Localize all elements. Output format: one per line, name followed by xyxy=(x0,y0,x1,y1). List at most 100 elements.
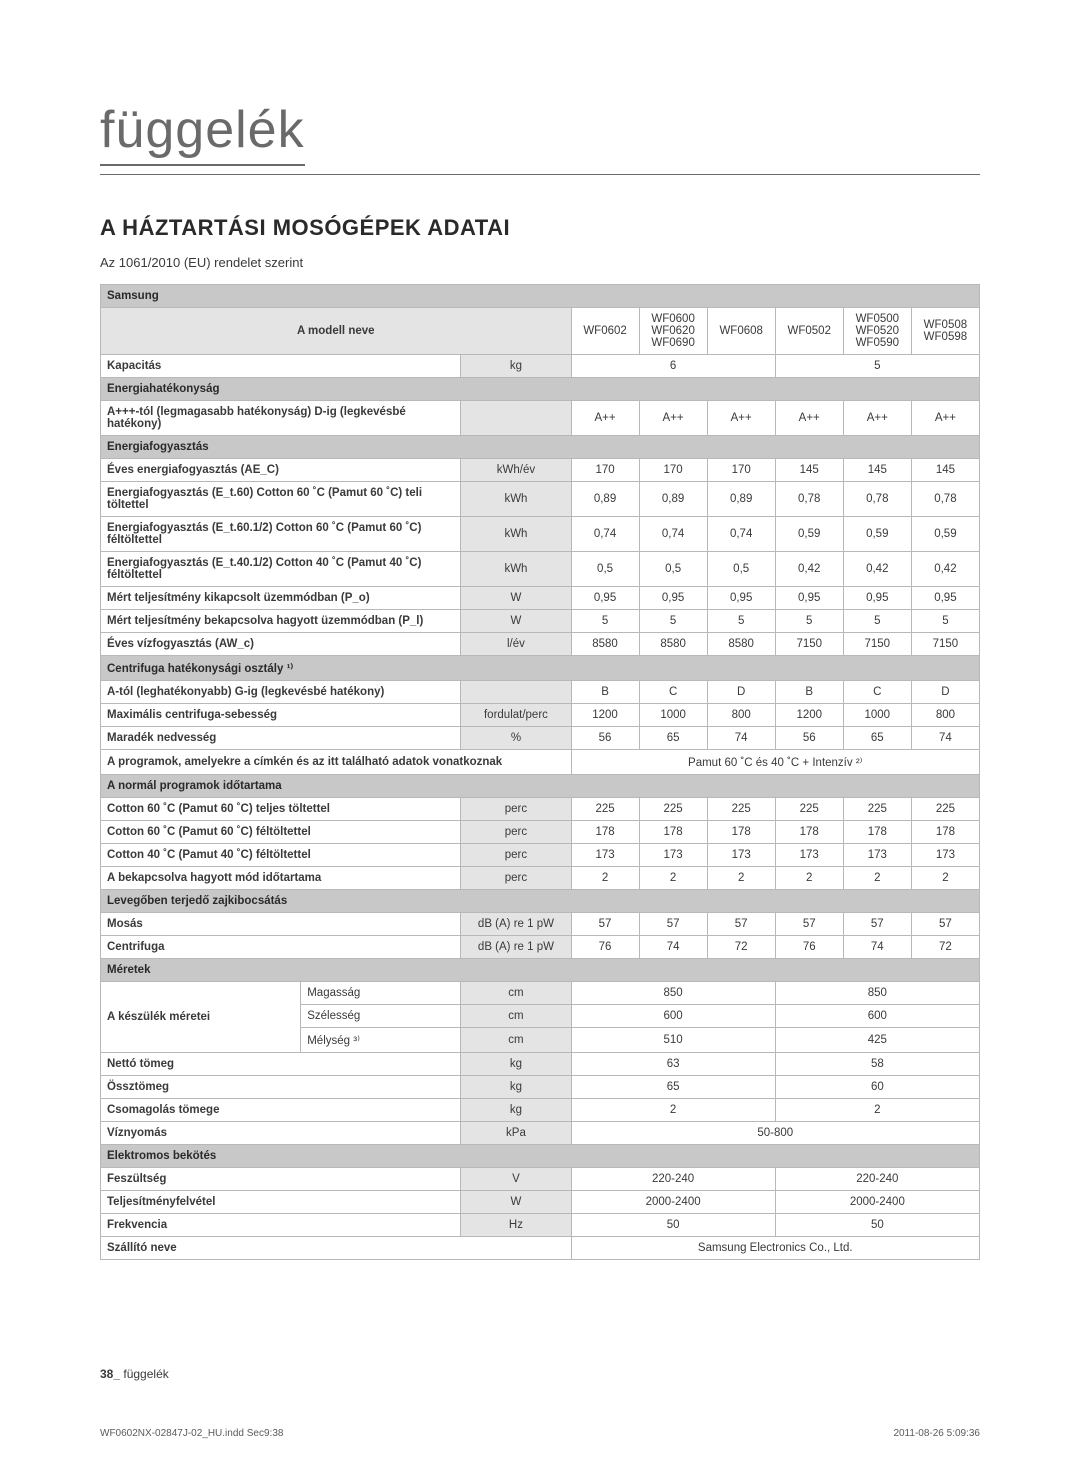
row-label: A-tól (leghatékonyabb) G-ig (legkevésbé … xyxy=(101,681,461,704)
row-label: Össztömeg xyxy=(101,1076,461,1099)
value-cell: 5 xyxy=(707,610,775,633)
table-row: FeszültségV220-240220-240 xyxy=(101,1168,980,1191)
value-cell: D xyxy=(911,681,979,704)
value-cell: 2 xyxy=(571,1099,775,1122)
spec-table: SamsungA modell neveWF0602WF0600WF0620WF… xyxy=(100,284,980,1260)
row-label: Szállító neve xyxy=(101,1237,572,1260)
row-label: Kapacitás xyxy=(101,355,461,378)
model-label: A modell neve xyxy=(101,308,572,355)
title-rule xyxy=(100,174,980,175)
row-label: Víznyomás xyxy=(101,1122,461,1145)
value-cell: 57 xyxy=(639,913,707,936)
row-label: Energiafogyasztás (E_t.60.1/2) Cotton 60… xyxy=(101,517,461,552)
row-label: Mért teljesítmény kikapcsolt üzemmódban … xyxy=(101,587,461,610)
value-cell: 7150 xyxy=(843,633,911,656)
value-cell: 145 xyxy=(911,459,979,482)
table-row: Centrifuga hatékonysági osztály ¹⁾ xyxy=(101,656,980,681)
dim-sub: Magasság xyxy=(301,982,461,1005)
value-cell: 170 xyxy=(707,459,775,482)
value-cell: 8580 xyxy=(571,633,639,656)
value-cell: 600 xyxy=(775,1005,979,1028)
value-cell: 76 xyxy=(571,936,639,959)
value-cell: 2 xyxy=(775,1099,979,1122)
value-cell: 50 xyxy=(571,1214,775,1237)
value-cell: 8580 xyxy=(639,633,707,656)
row-label: Centrifuga xyxy=(101,936,461,959)
value-cell: 178 xyxy=(707,821,775,844)
row-label: Maradék nedvesség xyxy=(101,727,461,750)
value-cell: 2000-2400 xyxy=(775,1191,979,1214)
value-cell: 225 xyxy=(707,798,775,821)
unit-cell: perc xyxy=(461,821,571,844)
unit-cell: cm xyxy=(461,1005,571,1028)
value-cell: 0,5 xyxy=(707,552,775,587)
value-cell: 5 xyxy=(639,610,707,633)
value-cell: 0,5 xyxy=(639,552,707,587)
value-cell: 225 xyxy=(571,798,639,821)
value-cell: 57 xyxy=(775,913,843,936)
value-cell: 178 xyxy=(843,821,911,844)
value-cell: 5 xyxy=(775,355,979,378)
value-cell: 0,89 xyxy=(571,482,639,517)
table-row: Energiafogyasztás (E_t.40.1/2) Cotton 40… xyxy=(101,552,980,587)
section-header: Méretek xyxy=(101,959,980,982)
unit-cell: kg xyxy=(461,355,571,378)
row-label: Energiafogyasztás (E_t.40.1/2) Cotton 40… xyxy=(101,552,461,587)
table-row: Éves vízfogyasztás (AW_c)l/év85808580858… xyxy=(101,633,980,656)
table-row: Maradék nedvesség%566574566574 xyxy=(101,727,980,750)
value-cell: 170 xyxy=(571,459,639,482)
value-cell: 57 xyxy=(707,913,775,936)
value-cell: 225 xyxy=(843,798,911,821)
value-cell: 800 xyxy=(707,704,775,727)
table-row: Éves energiafogyasztás (AE_C)kWh/év17017… xyxy=(101,459,980,482)
table-row: A-tól (leghatékonyabb) G-ig (legkevésbé … xyxy=(101,681,980,704)
table-row: Levegőben terjedő zajkibocsátás xyxy=(101,890,980,913)
table-row: A+++-tól (legmagasabb hatékonyság) D-ig … xyxy=(101,401,980,436)
dim-sub: Szélesség xyxy=(301,1005,461,1028)
value-cell: 65 xyxy=(571,1076,775,1099)
value-cell: 178 xyxy=(571,821,639,844)
value-cell: 65 xyxy=(843,727,911,750)
unit-cell: kg xyxy=(461,1053,571,1076)
value-cell: Pamut 60 ˚C és 40 ˚C + Intenzív ²⁾ xyxy=(571,750,979,775)
row-label: Energiafogyasztás (E_t.60) Cotton 60 ˚C … xyxy=(101,482,461,517)
value-cell: 7150 xyxy=(775,633,843,656)
row-label: A bekapcsolva hagyott mód időtartama xyxy=(101,867,461,890)
value-cell: 0,95 xyxy=(843,587,911,610)
value-cell: 2 xyxy=(707,867,775,890)
value-cell: 1200 xyxy=(571,704,639,727)
table-row: A programok, amelyekre a címkén és az it… xyxy=(101,750,980,775)
unit-cell: W xyxy=(461,610,571,633)
value-cell: 0,59 xyxy=(843,517,911,552)
unit-cell: kWh xyxy=(461,517,571,552)
value-cell: 225 xyxy=(775,798,843,821)
unit-cell: perc xyxy=(461,798,571,821)
value-cell: 225 xyxy=(911,798,979,821)
value-cell: A++ xyxy=(639,401,707,436)
section-header: A normál programok időtartama xyxy=(101,775,980,798)
model-col-1: WF0600WF0620WF0690 xyxy=(639,308,707,355)
value-cell: 65 xyxy=(639,727,707,750)
model-col-0: WF0602 xyxy=(571,308,639,355)
section-header: Energiafogyasztás xyxy=(101,436,980,459)
unit-cell: perc xyxy=(461,844,571,867)
dim-group: A készülék méretei xyxy=(101,982,301,1053)
unit-cell: Hz xyxy=(461,1214,571,1237)
value-cell: 58 xyxy=(775,1053,979,1076)
unit-cell: perc xyxy=(461,867,571,890)
unit-cell: dB (A) re 1 pW xyxy=(461,913,571,936)
unit-cell: % xyxy=(461,727,571,750)
unit-cell: kWh xyxy=(461,552,571,587)
value-cell: 5 xyxy=(911,610,979,633)
value-cell: 0,5 xyxy=(571,552,639,587)
value-cell: 220-240 xyxy=(775,1168,979,1191)
table-row: Energiafogyasztás xyxy=(101,436,980,459)
value-cell: 57 xyxy=(911,913,979,936)
unit-cell: dB (A) re 1 pW xyxy=(461,936,571,959)
value-cell: C xyxy=(843,681,911,704)
value-cell: 74 xyxy=(911,727,979,750)
row-label: Nettó tömeg xyxy=(101,1053,461,1076)
unit-cell xyxy=(461,401,571,436)
unit-cell xyxy=(461,681,571,704)
value-cell: 0,74 xyxy=(639,517,707,552)
